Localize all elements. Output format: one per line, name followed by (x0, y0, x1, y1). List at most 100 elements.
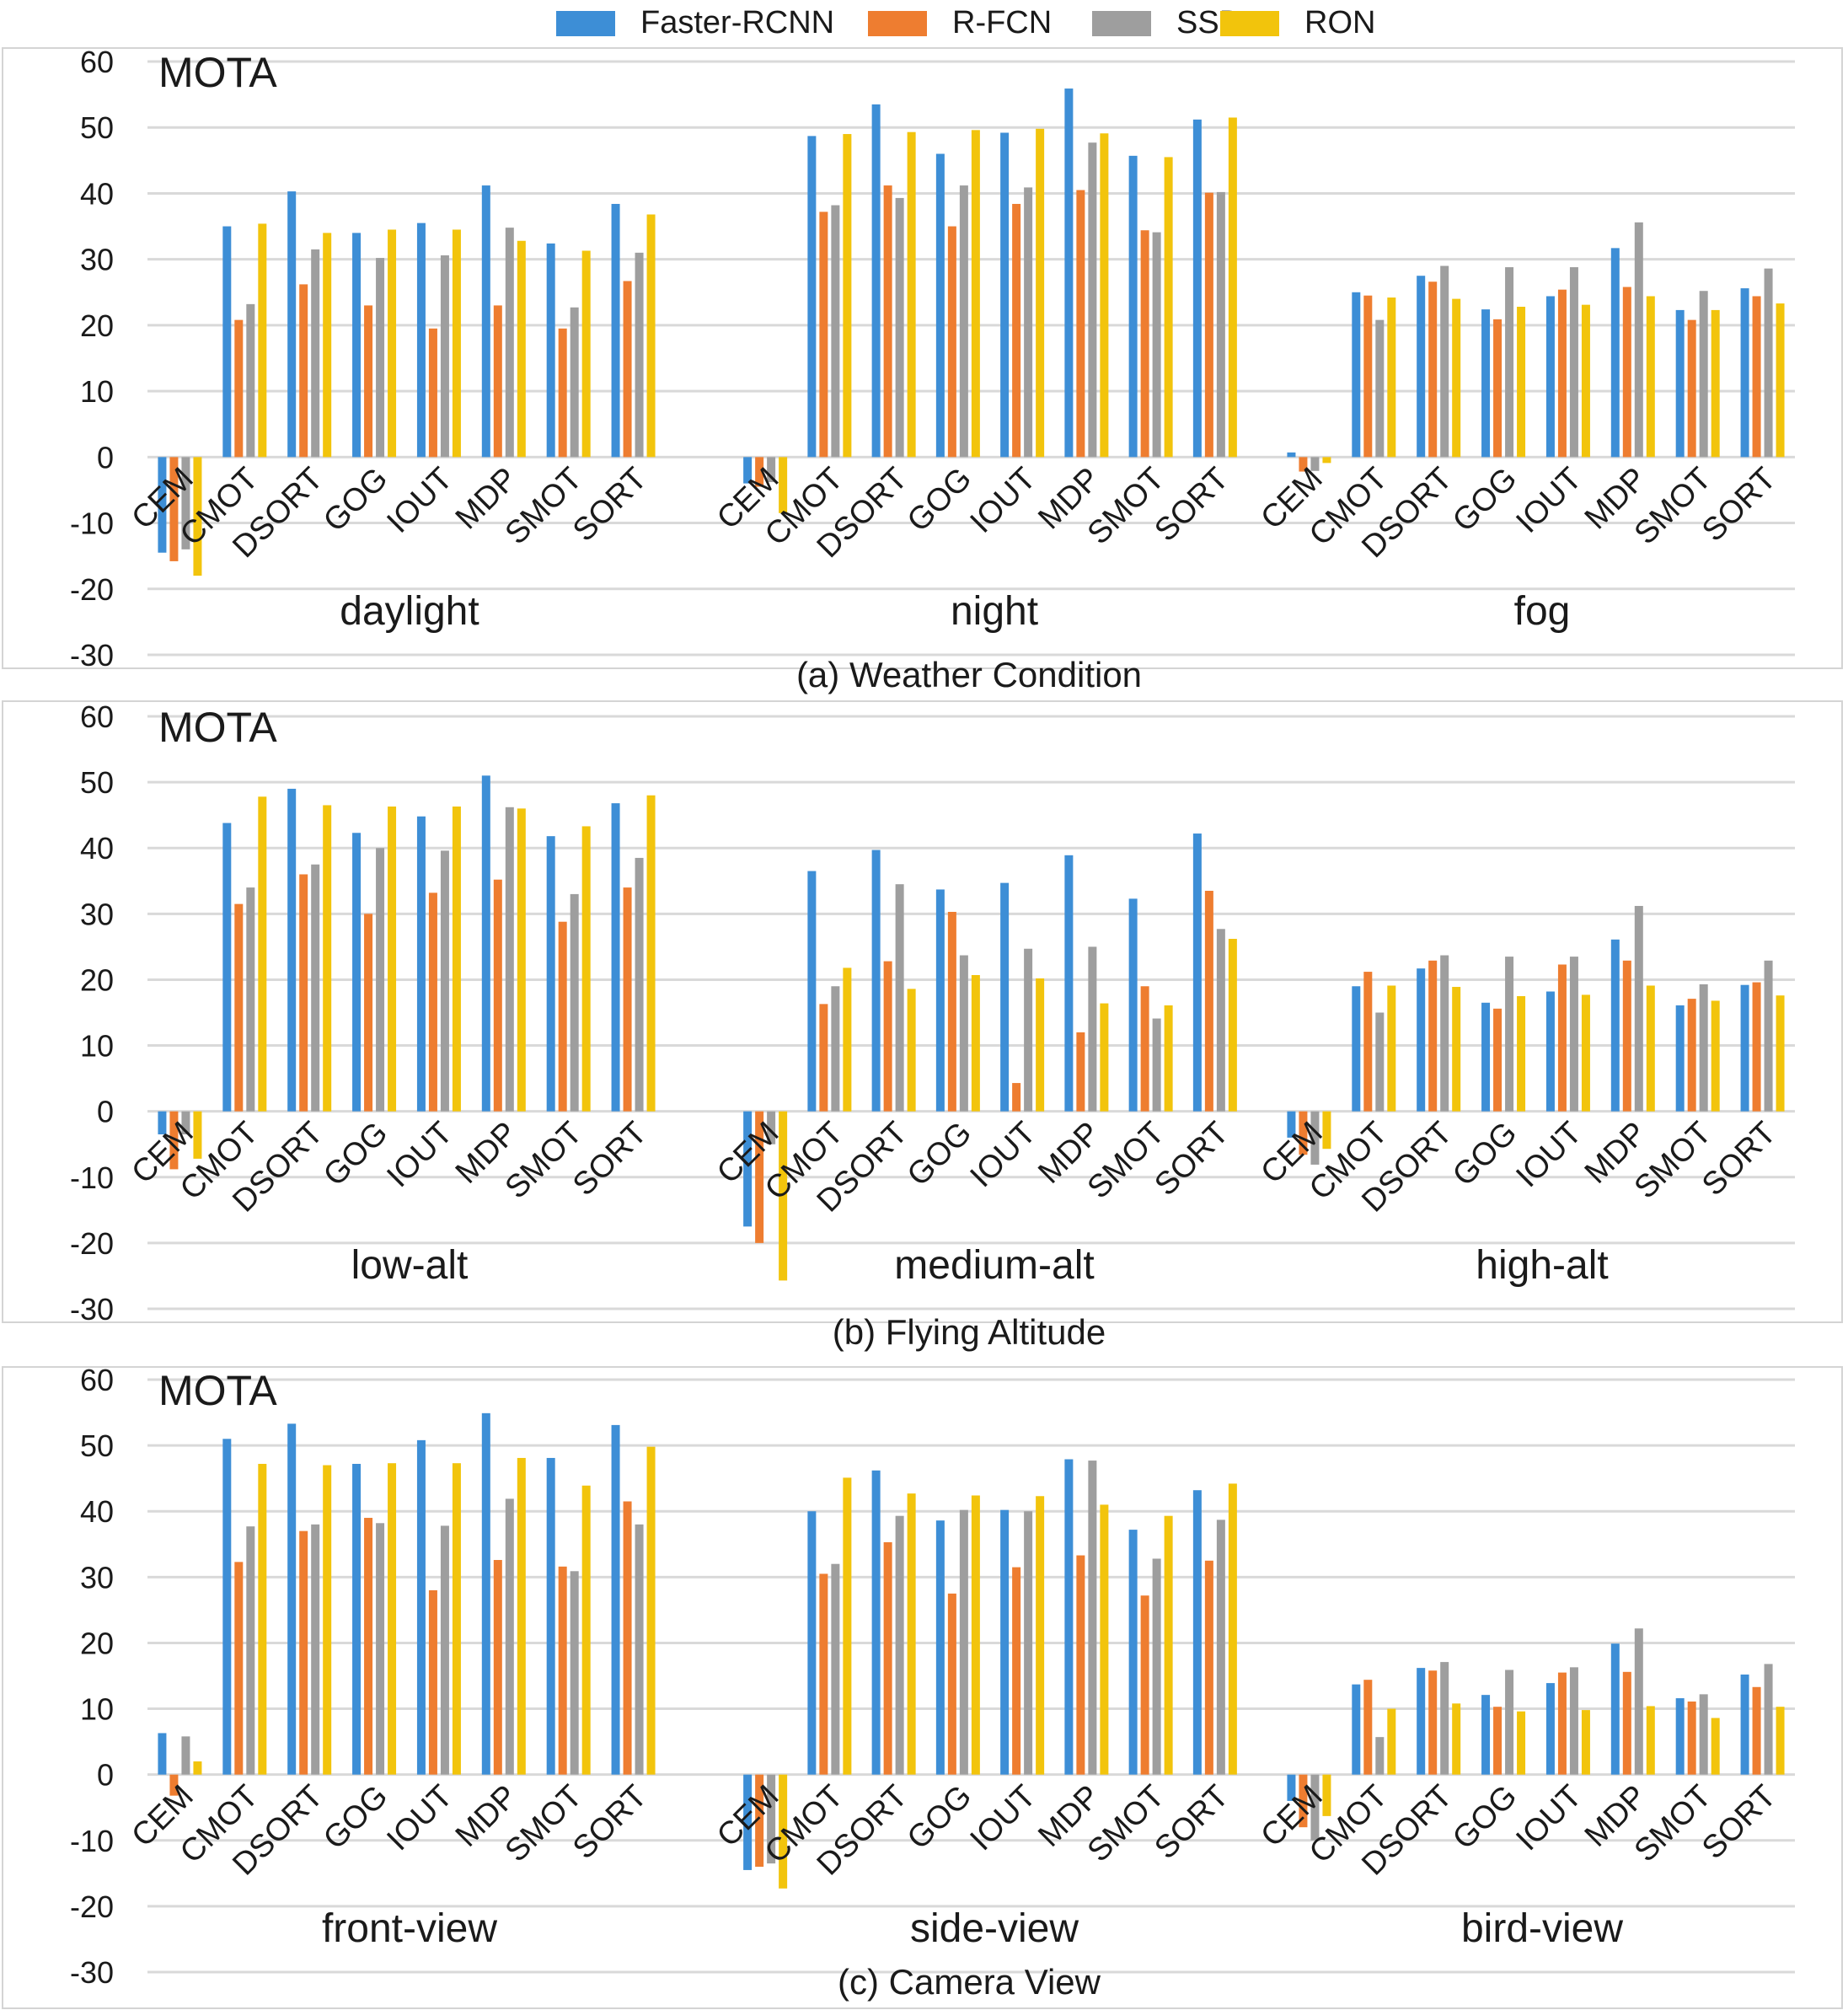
bar-faster-rcnn-iout-side-view (1000, 1509, 1010, 1775)
bar-r-fcn-mdp-medium-alt (1076, 1032, 1085, 1112)
bar-ron-gog-night (971, 130, 980, 458)
bar-faster-rcnn-sort-front-view (611, 1424, 620, 1775)
bar-faster-rcnn-cmot-bird-view (1352, 1684, 1361, 1775)
bar-ron-gog-low-alt (388, 807, 397, 1112)
bar-r-fcn-iout-front-view (428, 1589, 437, 1775)
bar-r-fcn-cem-front-view (169, 1774, 179, 1796)
bar-faster-rcnn-iout-daylight (416, 222, 426, 458)
bar-r-fcn-cmot-medium-alt (819, 1004, 828, 1112)
bar-ssd-dsort-side-view (895, 1515, 904, 1775)
bar-r-fcn-iout-high-alt (1557, 964, 1567, 1112)
legend-label: Faster-RCNN (640, 5, 834, 40)
bar-r-fcn-iout-low-alt (428, 892, 437, 1112)
bar-r-fcn-sort-medium-alt (1204, 890, 1213, 1112)
x-tick-label: SORT (1148, 1778, 1235, 1866)
bar-ssd-sort-daylight (635, 252, 644, 458)
bar-ron-smot-side-view (1164, 1515, 1173, 1775)
y-tick-label: 60 (80, 45, 114, 79)
bar-ron-gog-high-alt (1517, 995, 1526, 1112)
y-tick-label: 20 (80, 962, 114, 997)
bar-ron-iout-night (1036, 128, 1045, 458)
legend-swatch-r-fcn (868, 11, 927, 36)
bar-ssd-cem-high-alt (1310, 1111, 1320, 1165)
x-tick-label: IOUT (1509, 1778, 1588, 1857)
bar-r-fcn-gog-front-view (364, 1518, 373, 1775)
bar-ron-mdp-front-view (517, 1457, 526, 1775)
y-tick-label: 0 (97, 1758, 114, 1793)
bar-r-fcn-cem-fog (1299, 457, 1308, 472)
bar-faster-rcnn-cmot-side-view (807, 1511, 817, 1775)
bar-r-fcn-sort-front-view (623, 1501, 632, 1775)
bar-ssd-iout-medium-alt (1024, 948, 1033, 1112)
bar-ssd-iout-front-view (440, 1525, 449, 1775)
bar-ssd-iout-bird-view (1569, 1667, 1578, 1775)
y-tick-label: -10 (70, 1160, 114, 1195)
bar-ron-dsort-side-view (907, 1493, 916, 1775)
bar-r-fcn-gog-daylight (364, 305, 373, 458)
x-tick-label: SORT (1148, 1115, 1235, 1203)
y-tick-label: -30 (70, 1292, 114, 1327)
bar-r-fcn-cmot-front-view (234, 1562, 244, 1775)
bar-r-fcn-mdp-night (1076, 190, 1085, 458)
bar-ssd-smot-front-view (570, 1571, 579, 1775)
x-tick-label: SORT (1148, 461, 1235, 549)
bar-ron-cmot-night (843, 134, 852, 458)
bar-ssd-sort-low-alt (635, 857, 644, 1112)
bar-faster-rcnn-cmot-high-alt (1352, 986, 1361, 1112)
bar-ron-sort-side-view (1228, 1483, 1237, 1775)
bar-ron-mdp-night (1100, 133, 1109, 458)
x-tick-label: GOG (901, 461, 978, 539)
legend-label: RON (1304, 5, 1375, 40)
bar-r-fcn-dsort-medium-alt (883, 961, 892, 1112)
bar-r-fcn-gog-high-alt (1493, 1008, 1503, 1112)
bar-ron-cem-daylight (193, 457, 202, 576)
x-tick-label: IOUT (1509, 461, 1588, 540)
bar-ssd-mdp-bird-view (1634, 1628, 1643, 1775)
bar-ssd-cem-daylight (181, 457, 190, 549)
y-tick-label: 30 (80, 1560, 114, 1595)
bar-faster-rcnn-smot-medium-alt (1128, 898, 1138, 1112)
bar-faster-rcnn-gog-side-view (935, 1520, 945, 1775)
bar-faster-rcnn-sort-night (1192, 119, 1202, 458)
legend-swatch-ron (1220, 11, 1279, 36)
bar-r-fcn-smot-high-alt (1687, 999, 1696, 1112)
bar-ron-smot-fog (1711, 309, 1720, 458)
bar-ssd-cem-bird-view (1310, 1774, 1320, 1841)
y-tick-label: 60 (80, 699, 114, 734)
legend-swatch-ssd (1092, 11, 1151, 36)
group-label: medium-alt (894, 1243, 1094, 1288)
bar-faster-rcnn-cmot-fog (1352, 292, 1361, 458)
bar-faster-rcnn-gog-high-alt (1481, 1002, 1491, 1112)
x-tick-label: SORT (566, 1115, 654, 1203)
panel-frame (2, 47, 1843, 669)
bar-r-fcn-cmot-night (819, 212, 828, 458)
bar-faster-rcnn-cmot-low-alt (222, 823, 232, 1112)
y-tick-label: 40 (80, 831, 114, 866)
bar-r-fcn-cem-medium-alt (755, 1111, 764, 1243)
bar-r-fcn-sort-high-alt (1752, 982, 1761, 1112)
metric-label: MOTA (158, 49, 277, 96)
bar-faster-rcnn-mdp-high-alt (1610, 939, 1620, 1112)
bar-r-fcn-dsort-high-alt (1428, 960, 1438, 1112)
bar-r-fcn-cem-high-alt (1299, 1111, 1308, 1155)
y-tick-label: 20 (80, 308, 114, 343)
bar-ssd-sort-side-view (1216, 1520, 1225, 1775)
bar-ssd-sort-front-view (635, 1524, 644, 1775)
bar-ssd-dsort-daylight (311, 249, 320, 458)
bar-ron-dsort-low-alt (323, 805, 332, 1112)
bar-ron-dsort-bird-view (1452, 1703, 1461, 1775)
bar-r-fcn-cmot-bird-view (1363, 1680, 1373, 1775)
bar-faster-rcnn-mdp-side-view (1064, 1459, 1074, 1775)
legend: Faster-RCNN R-FCN SSD RON (556, 5, 1375, 40)
bar-faster-rcnn-cem-daylight (158, 457, 167, 553)
bar-ssd-cmot-medium-alt (831, 986, 840, 1112)
legend-label: R-FCN (952, 5, 1052, 40)
group-label: night (951, 589, 1038, 634)
x-tick-label: SORT (1695, 1115, 1783, 1203)
y-tick-label: 10 (80, 374, 114, 409)
bar-ron-cem-night (779, 457, 788, 513)
x-tick-label: IOUT (380, 1778, 459, 1857)
bar-r-fcn-dsort-night (883, 185, 892, 458)
bar-ssd-smot-night (1152, 232, 1161, 458)
bar-ssd-dsort-night (895, 197, 904, 458)
